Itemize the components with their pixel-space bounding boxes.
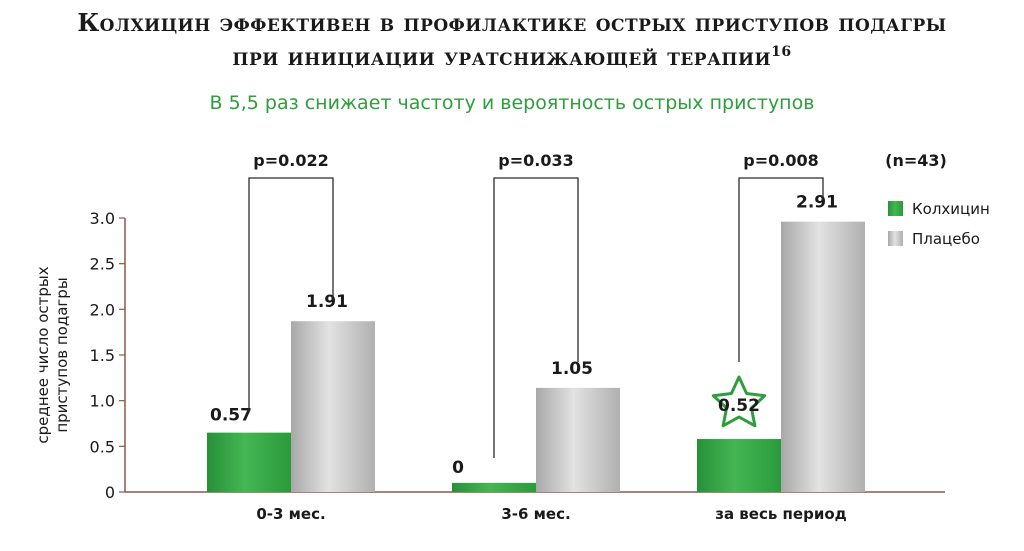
- chart-title-line1: Колхицин эффективен в профилактике остры…: [77, 8, 947, 37]
- y-tick-label: 0: [105, 483, 115, 502]
- data-label-colchicine: 0: [452, 458, 464, 478]
- p-value-label: p=0.008: [743, 151, 818, 170]
- y-tick-label: 0.5: [90, 437, 115, 456]
- legend-swatch-placebo: [888, 231, 903, 246]
- legend-label: Колхицин: [912, 200, 990, 218]
- data-label-colchicine: 0.52: [718, 396, 760, 416]
- bar-placebo: [536, 387, 620, 492]
- y-axis-label: среднее число острыхприступов подагры: [34, 266, 71, 443]
- p-value-label: p=0.022: [253, 151, 328, 170]
- chart-subtitle: В 5,5 раз снижает частоту и вероятность …: [209, 92, 815, 114]
- legend-label: Плацебо: [912, 230, 980, 248]
- sample-size-label: (n=43): [885, 151, 947, 170]
- x-tick-label: 3-6 мес.: [501, 505, 570, 523]
- y-tick-label: 2.0: [90, 300, 115, 319]
- data-label-placebo: 1.91: [306, 292, 348, 312]
- data-label-placebo: 1.05: [551, 359, 593, 379]
- x-tick-label: 0-3 мес.: [256, 505, 325, 523]
- bar-colchicine: [207, 432, 291, 492]
- data-label-colchicine: 0.57: [210, 406, 252, 426]
- y-tick-label: 1.0: [90, 392, 115, 411]
- y-tick-label: 1.5: [90, 346, 115, 365]
- star-icon: [711, 375, 767, 428]
- p-value-label: p=0.033: [498, 151, 573, 170]
- significance-bracket: [738, 177, 824, 362]
- y-tick-label: 2.5: [90, 255, 115, 274]
- chart-title-line2: при инициации уратснижающей терапии16: [0, 42, 1024, 71]
- data-label-placebo: 2.91: [796, 193, 838, 213]
- legend-swatch-colchicine: [888, 201, 903, 216]
- bar-placebo: [291, 321, 375, 492]
- chart-title-line2-text: при инициации уратснижающей терапии: [232, 42, 772, 71]
- bar-colchicine: [697, 439, 781, 492]
- footnote-ref: 16: [771, 44, 792, 60]
- significance-bracket: [248, 177, 334, 412]
- bar-placebo: [781, 221, 865, 493]
- bar-colchicine: [452, 482, 536, 492]
- significance-bracket: [493, 177, 579, 458]
- y-tick-label: 3.0: [90, 209, 115, 228]
- x-tick-label: за весь период: [715, 505, 847, 523]
